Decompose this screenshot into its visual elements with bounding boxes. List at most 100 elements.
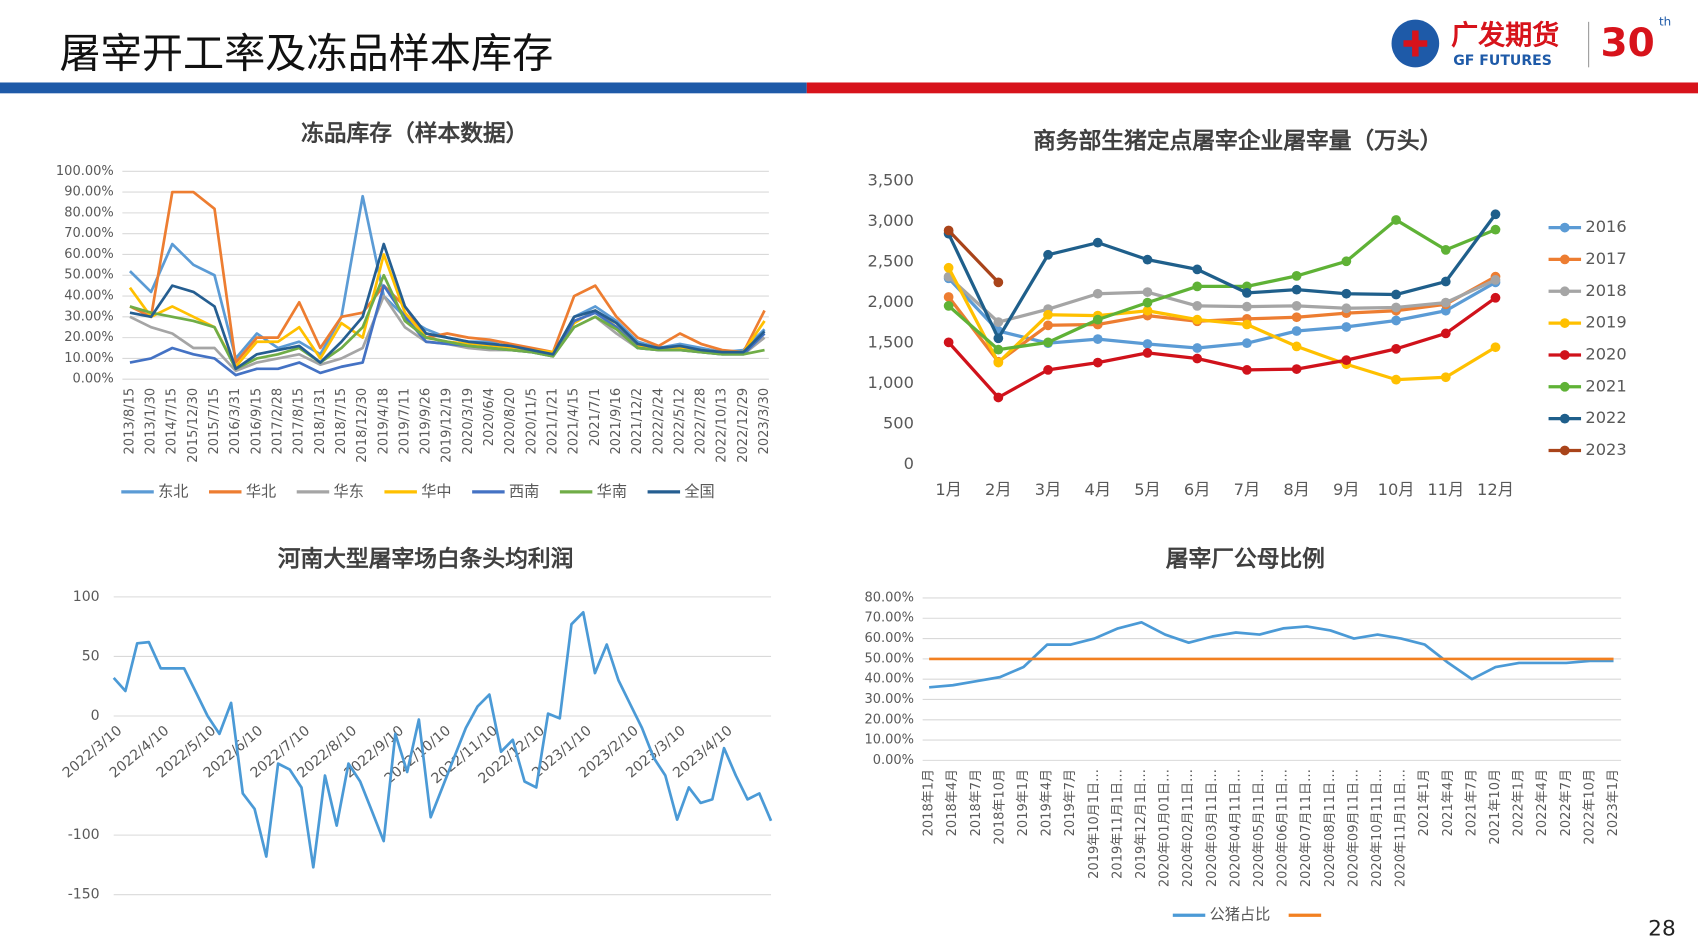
series-line	[929, 620, 1614, 689]
y-tick-label: 20.00%	[64, 330, 114, 345]
x-tick-label: 7月	[1234, 480, 1261, 499]
legend-label: 2016	[1585, 217, 1626, 236]
series-marker	[1142, 305, 1153, 316]
x-tick-label: 5月	[1134, 480, 1161, 499]
legend-label: 2018	[1585, 281, 1626, 300]
series-marker	[1242, 338, 1252, 349]
y-tick-label: 3,000	[867, 211, 913, 230]
y-tick-label: 1,500	[867, 333, 913, 352]
y-tick-label: 30.00%	[864, 692, 914, 707]
series-marker	[1242, 301, 1252, 312]
series-marker	[1440, 297, 1451, 308]
chart-title: 河南大型屠宰场白条头均利润	[278, 546, 574, 573]
series-marker	[1391, 315, 1401, 326]
series-marker	[993, 277, 1004, 288]
series-marker	[1341, 322, 1352, 332]
series-marker	[1341, 288, 1352, 299]
x-tick-label: 2023年1月	[1606, 769, 1621, 836]
series-marker	[1391, 289, 1401, 300]
series-marker	[1490, 275, 1501, 285]
series-marker	[1490, 224, 1501, 235]
series-marker	[1043, 249, 1053, 260]
series-marker	[1242, 288, 1252, 298]
series-marker	[1142, 287, 1153, 297]
series-line	[129, 242, 766, 371]
series-marker	[1142, 348, 1153, 358]
x-tick-label: 2020/8/20	[503, 388, 518, 455]
legend-label: 华南	[597, 482, 627, 500]
series-marker	[1242, 319, 1252, 330]
y-tick-label: 2,500	[867, 252, 913, 271]
legend-label: 2021	[1585, 376, 1626, 395]
legend-marker	[1559, 445, 1570, 456]
series-marker	[1092, 237, 1103, 248]
x-tick-label: 2018年7月	[969, 769, 984, 836]
x-tick-label: 2020/3/19	[461, 388, 476, 455]
x-tick-label: 2022/10/13	[715, 388, 730, 463]
x-tick-label: 2020年07月11日…	[1299, 769, 1314, 887]
y-tick-label: 50.00%	[864, 651, 914, 666]
series-marker	[943, 337, 954, 348]
y-tick-label: 10.00%	[864, 733, 914, 748]
logo-en: GF FUTURES	[1453, 53, 1552, 69]
series-marker	[1142, 339, 1153, 349]
y-tick-label: 10.00%	[64, 351, 114, 366]
series-marker	[1043, 337, 1053, 348]
x-tick-label: 2019/9/26	[419, 388, 434, 455]
y-tick-label: 90.00%	[64, 185, 114, 200]
y-tick-label: 50.00%	[64, 268, 114, 283]
header-bar-blue	[0, 82, 807, 94]
series-marker	[1391, 374, 1401, 385]
series-line	[947, 218, 1497, 352]
legend-label: 公猪占比	[1210, 906, 1271, 924]
x-tick-label: 2020年10月11日…	[1370, 769, 1385, 887]
series-marker	[1490, 209, 1501, 220]
series-marker	[1291, 284, 1302, 295]
x-tick-label: 3月	[1035, 480, 1062, 499]
x-tick-label: 2013/1/30	[144, 388, 159, 455]
x-tick-label: 2018年10月	[992, 769, 1007, 845]
y-tick-label: 100	[73, 589, 100, 605]
logo-icon-mark	[1403, 30, 1428, 57]
series-line	[129, 190, 766, 364]
x-tick-label: 12月	[1477, 480, 1514, 499]
series-marker	[943, 292, 954, 302]
series-marker	[1490, 342, 1501, 353]
series-marker	[993, 357, 1004, 368]
x-tick-label: 2022年7月	[1559, 769, 1574, 836]
x-tick-label: 2022/2/24	[651, 388, 666, 455]
series-marker	[943, 300, 954, 311]
series-marker	[1192, 281, 1203, 292]
series-marker	[1341, 355, 1352, 366]
series-marker	[993, 344, 1004, 355]
x-tick-label: 2022/5/12	[672, 388, 687, 455]
x-tick-label: 4月	[1084, 480, 1111, 499]
y-tick-label: -150	[68, 887, 100, 903]
legend-label: 2023	[1585, 440, 1626, 459]
logo-anniversary-suffix: th	[1659, 14, 1671, 28]
series-marker	[1043, 320, 1053, 331]
x-tick-label: 2022年10月	[1582, 769, 1597, 845]
x-tick-label: 2019年4月	[1040, 769, 1055, 836]
series-marker	[1192, 353, 1203, 364]
x-tick-label: 2022年4月	[1535, 769, 1550, 836]
y-tick-label: 100.00%	[56, 164, 114, 179]
y-tick-label: 60.00%	[64, 247, 114, 262]
x-tick-label: 2015/12/30	[186, 388, 201, 463]
x-tick-label: 2018/1/31	[313, 388, 328, 455]
logo-cn: 广发期货	[1451, 20, 1559, 52]
legend-marker	[1559, 286, 1570, 297]
series-marker	[1092, 314, 1103, 325]
x-tick-label: 2020年04月11日…	[1228, 769, 1243, 887]
chart-title: 冻品库存（样本数据）	[301, 120, 528, 147]
x-tick-label: 2020/6/4	[482, 388, 497, 446]
x-tick-label: 2019年1月	[1016, 769, 1031, 836]
series-marker	[1291, 312, 1302, 323]
legend-label: 华东	[334, 482, 364, 500]
series-marker	[1192, 300, 1203, 311]
series-marker	[1142, 297, 1153, 308]
y-tick-label: -100	[68, 827, 100, 843]
legend-label: 2022	[1585, 408, 1626, 427]
series-marker	[1341, 303, 1352, 314]
